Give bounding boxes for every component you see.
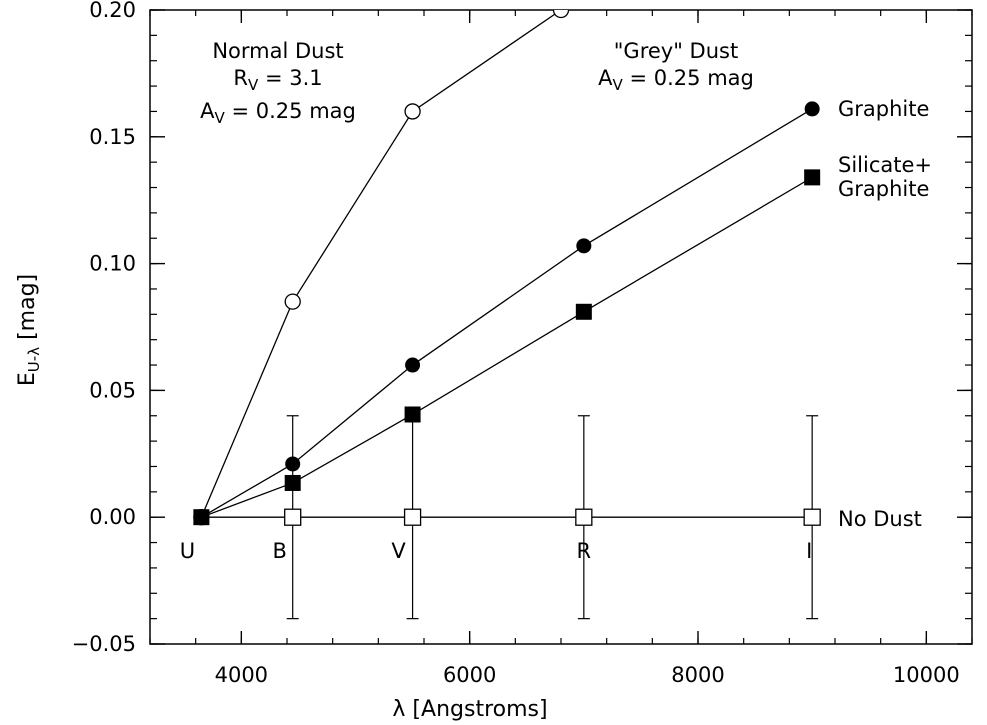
y-tick-label: 0.20 (89, 0, 136, 22)
x-tick-label: 6000 (443, 663, 496, 687)
label-silicate-line2: Graphite (838, 177, 929, 201)
band-label: R (577, 539, 592, 563)
band-label: U (180, 539, 195, 563)
series-line (200, 10, 562, 518)
x-tick-label: 10000 (893, 663, 960, 687)
y-tick-label: 0.00 (89, 505, 136, 529)
normal-dust-rv: RV = 3.1 (233, 66, 322, 94)
x-tick-label: 8000 (671, 663, 724, 687)
grey-dust-title: "Grey" Dust (614, 39, 738, 63)
normal-dust-av: AV = 0.25 mag (200, 99, 356, 127)
x-tick-label: 4000 (215, 663, 268, 687)
data-point (284, 293, 301, 310)
data-point (803, 508, 821, 526)
data-point (804, 101, 820, 117)
y-tick-label: −0.05 (72, 632, 136, 656)
y-tick-label: 0.05 (89, 378, 136, 402)
x-axis-title: λ [Angstroms] (392, 697, 547, 722)
data-point (403, 508, 422, 526)
data-point (804, 169, 821, 186)
normal-dust-annotation: Normal Dust RV = 3.1 AV = 0.25 mag (200, 39, 356, 127)
data-point (404, 103, 421, 120)
grey-dust-av-value: = 0.25 mag (629, 66, 753, 90)
series-filled-circle (193, 101, 820, 525)
data-point (576, 238, 592, 254)
label-no-dust: No Dust (838, 507, 922, 531)
band-label: V (391, 539, 406, 563)
data-point (404, 406, 421, 423)
y-tick-label: 0.10 (89, 252, 136, 276)
normal-dust-rv-value: = 3.1 (265, 66, 323, 90)
label-silicate-line1: Silicate+ (838, 153, 932, 177)
label-graphite: Graphite (838, 97, 929, 121)
y-axis-title: EU-λ [mag] (15, 274, 43, 386)
grey-dust-av: AV = 0.25 mag (598, 66, 754, 94)
data-point (284, 508, 302, 526)
y-tick-label: 0.15 (89, 125, 136, 149)
axis-ticks (149, 9, 973, 645)
data-point (405, 357, 421, 373)
band-label: B (272, 539, 286, 563)
data-point (575, 508, 593, 526)
series-layer (193, 10, 821, 620)
x-tick-labels: 4000 6000 8000 10000 (215, 663, 960, 687)
series-open-square (201, 415, 821, 620)
y-axis-title-subscript: U-λ (25, 347, 43, 372)
data-point (552, 10, 570, 19)
y-tick-labels: −0.05 0.00 0.05 0.10 0.15 0.20 (72, 0, 136, 656)
series-filled-square (193, 169, 821, 526)
normal-dust-av-value: = 0.25 mag (231, 99, 355, 123)
band-label: I (806, 539, 812, 563)
data-point (575, 303, 592, 320)
y-axis-title-base: E (15, 372, 40, 386)
grey-dust-annotation: "Grey" Dust AV = 0.25 mag (598, 39, 754, 94)
y-axis-title-unit: [mag] (15, 274, 40, 347)
normal-dust-title: Normal Dust (212, 39, 343, 63)
